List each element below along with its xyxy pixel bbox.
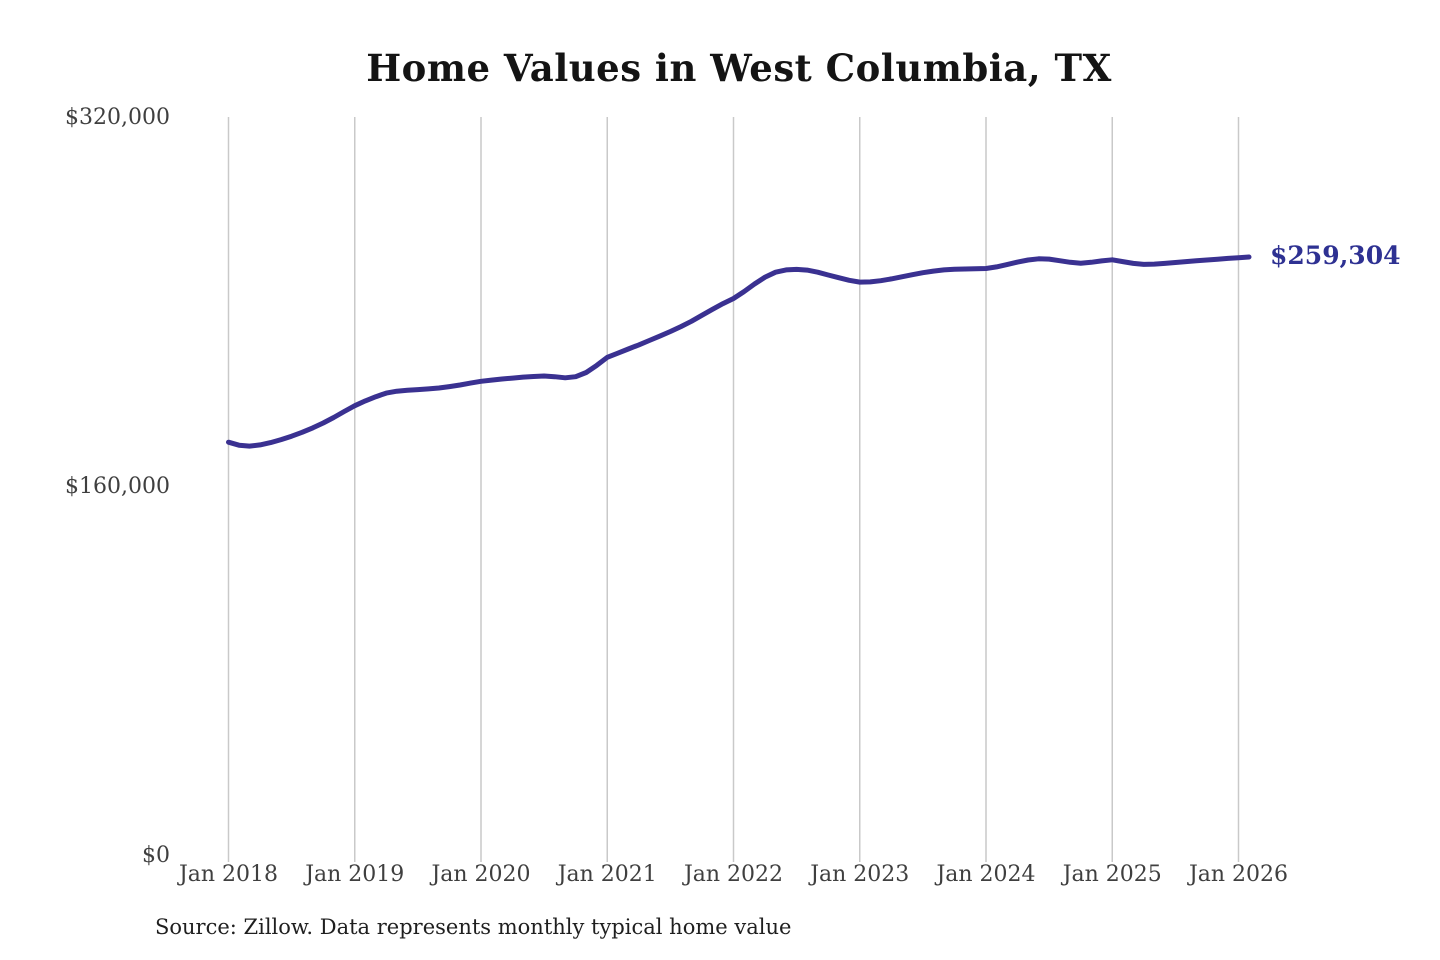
x-tick-label: Jan 2025 [1061, 862, 1162, 887]
y-tick-label: $160,000 [65, 474, 170, 499]
y-tick-label: $320,000 [65, 105, 170, 130]
y-tick-label: $0 [142, 843, 170, 868]
source-note: Source: Zillow. Data represents monthly … [155, 915, 792, 939]
series-line [226, 254, 1252, 449]
x-tick-label: Jan 2022 [682, 862, 783, 887]
x-tick-label: Jan 2023 [808, 862, 909, 887]
x-tick-label: Jan 2026 [1187, 862, 1288, 887]
x-tick-label: Jan 2024 [934, 862, 1035, 887]
x-tick-label: Jan 2019 [303, 862, 404, 887]
latest-value-label: $259,304 [1270, 240, 1401, 270]
x-tick-label: Jan 2020 [429, 862, 530, 887]
chart-title: Home Values in West Columbia, TX [366, 46, 1112, 90]
x-tick-label: Jan 2021 [556, 862, 657, 887]
x-tick-label: Jan 2018 [177, 862, 278, 887]
